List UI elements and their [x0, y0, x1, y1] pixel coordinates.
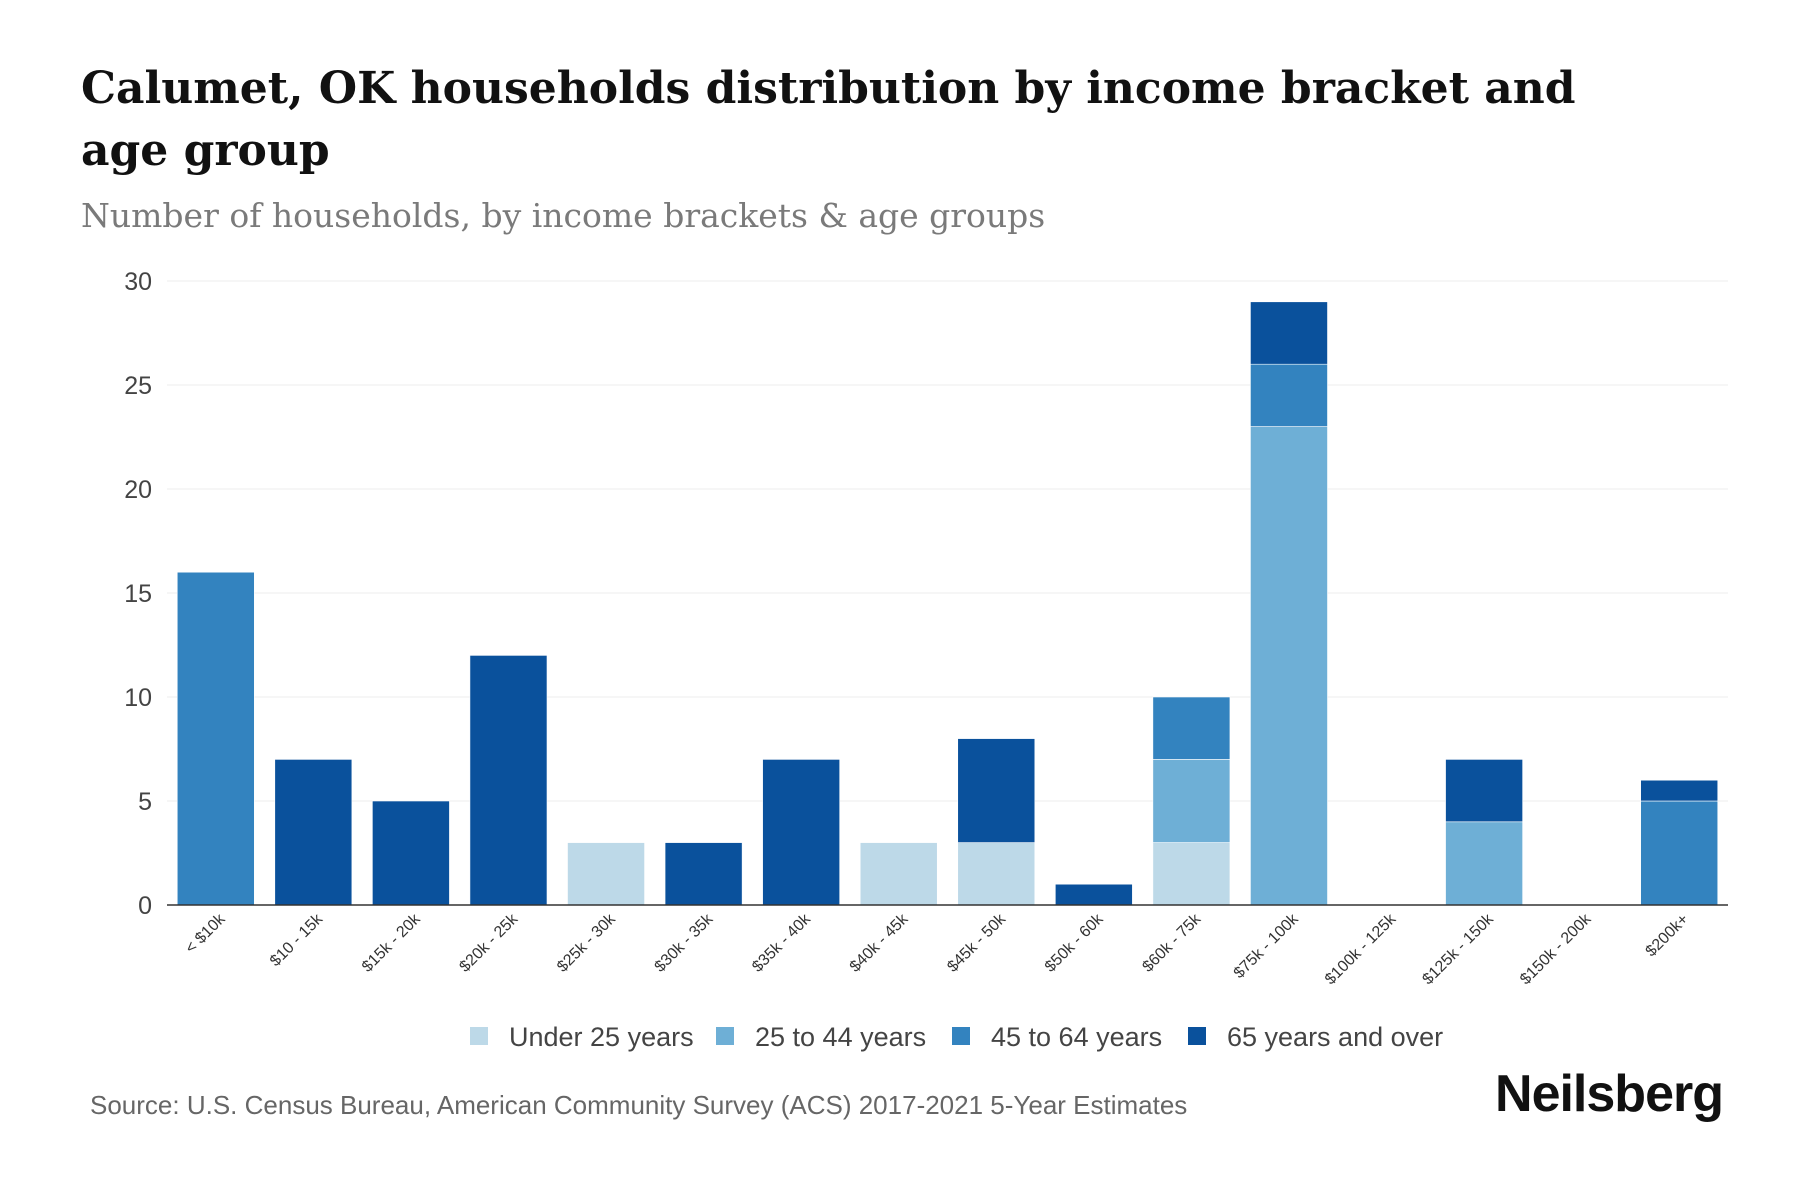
- bar-segment: [1640, 779, 1719, 802]
- bar-segment: [1152, 696, 1231, 760]
- bar-segment: [1445, 759, 1523, 823]
- bars: [176, 301, 1719, 906]
- legend-label: 45 to 64 years: [991, 1022, 1162, 1052]
- neilsberg-logo: Neilsberg: [1495, 1065, 1724, 1123]
- legend-swatch: [470, 1027, 488, 1045]
- x-tick-label: $10 - 15k: [267, 910, 327, 970]
- x-tick-label: $200k+: [1643, 911, 1692, 960]
- x-tick-label: $25k - 30k: [554, 910, 620, 976]
- bar-segment: [1055, 883, 1133, 906]
- bar-segment: [176, 571, 255, 906]
- legend-item: 25 to 44 years: [716, 1022, 926, 1052]
- x-tick-label: $20k - 25k: [456, 910, 522, 976]
- legend-label: 25 to 44 years: [755, 1022, 926, 1052]
- gridlines: [167, 280, 1728, 802]
- legend-item: 65 years and over: [1188, 1022, 1443, 1052]
- x-tick-label: $150k - 200k: [1517, 910, 1595, 988]
- bar-segment: [1640, 800, 1719, 906]
- x-tick-label: $45k - 50k: [944, 910, 1010, 976]
- bar-segment: [1250, 301, 1328, 365]
- y-tick-label: 10: [124, 684, 152, 712]
- bar-segment: [1250, 363, 1328, 427]
- bar-segment: [957, 738, 1036, 843]
- legend-item: 45 to 64 years: [952, 1022, 1162, 1052]
- legend: Under 25 years 25 to 44 years 45 to 64 yea…: [470, 1022, 1443, 1052]
- bar-segment: [957, 842, 1036, 906]
- y-tick-label: 5: [138, 788, 152, 816]
- y-tick-label: 0: [138, 892, 152, 920]
- bar-segment: [1250, 426, 1328, 906]
- x-axis-ticks: < $10k $10 - 15k $15k - 20k $20k - 25k $25k …: [182, 910, 1692, 988]
- x-tick-label: $15k - 20k: [359, 910, 425, 976]
- bar-segment: [274, 759, 353, 906]
- bar-segment: [859, 842, 938, 906]
- x-tick-label: $125k - 150k: [1419, 910, 1497, 988]
- bar-segment: [469, 655, 548, 906]
- x-tick-label: $100k - 125k: [1322, 910, 1400, 988]
- bar-segment: [1152, 759, 1231, 843]
- legend-item: Under 25 years: [470, 1022, 694, 1052]
- x-tick-label: $50k - 60k: [1042, 910, 1108, 976]
- legend-swatch: [952, 1027, 970, 1045]
- x-tick-label: $40k - 45k: [847, 910, 913, 976]
- legend-swatch: [716, 1027, 734, 1045]
- source-note: Source: U.S. Census Bureau, American Com…: [90, 1090, 1188, 1120]
- bar-segment: [1445, 821, 1523, 906]
- legend-label: Under 25 years: [509, 1022, 694, 1052]
- x-tick-label: $30k - 35k: [652, 910, 718, 976]
- y-axis-ticks: 0 5 10 15 20 25 30: [124, 268, 152, 920]
- y-tick-label: 30: [124, 268, 152, 296]
- bar-segment: [567, 842, 645, 906]
- chart-title: Calumet, OK households distribution by i…: [81, 63, 1576, 176]
- x-tick-label: $60k - 75k: [1139, 910, 1205, 976]
- y-tick-label: 20: [124, 476, 152, 504]
- x-tick-label: $75k - 100k: [1231, 910, 1303, 982]
- chart-subtitle: Number of households, by income brackets…: [81, 196, 1046, 235]
- bar-segment: [664, 842, 743, 906]
- bar-segment: [762, 759, 840, 906]
- x-tick-label: $35k - 40k: [749, 910, 815, 976]
- x-tick-label: < $10k: [182, 910, 229, 957]
- y-tick-label: 25: [124, 372, 152, 400]
- legend-label: 65 years and over: [1227, 1022, 1443, 1052]
- legend-swatch: [1188, 1027, 1206, 1045]
- y-tick-label: 15: [124, 580, 152, 608]
- bar-segment: [1152, 842, 1231, 906]
- bar-segment: [372, 800, 450, 906]
